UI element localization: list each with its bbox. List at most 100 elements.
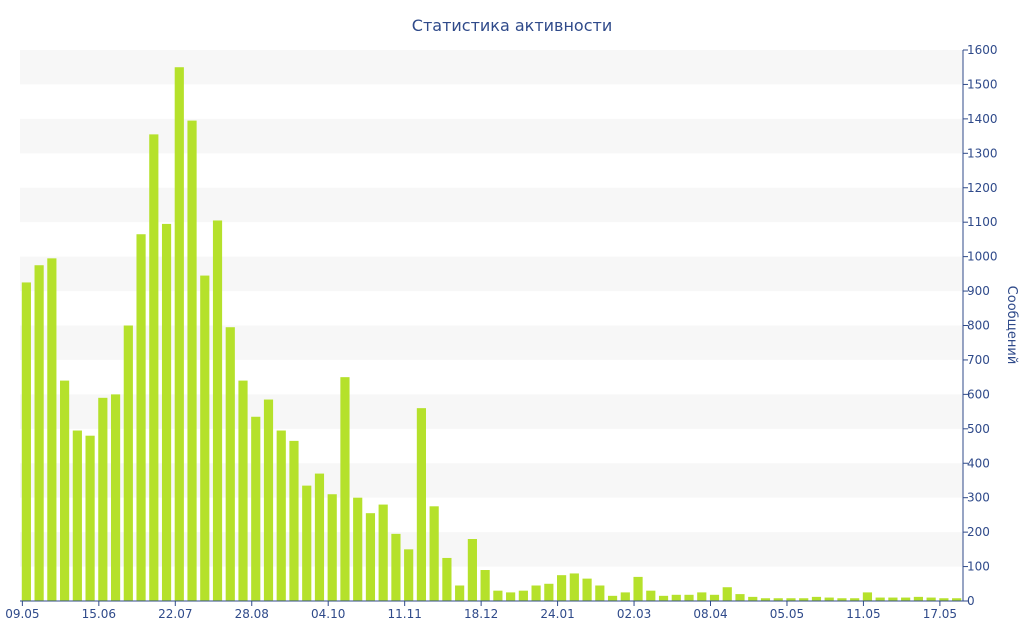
bar[interactable] bbox=[212, 220, 223, 601]
bar[interactable] bbox=[888, 597, 898, 601]
bar[interactable] bbox=[276, 430, 286, 601]
bar[interactable] bbox=[480, 570, 490, 601]
bar[interactable] bbox=[875, 597, 885, 601]
y-ticks-group: 0 100 200 300 400 500 600 700 800 900 1000 1100 1200… bbox=[963, 43, 998, 608]
bar[interactable] bbox=[263, 399, 274, 601]
bar[interactable] bbox=[47, 258, 57, 601]
grid-band bbox=[20, 394, 963, 429]
bar[interactable] bbox=[748, 596, 758, 601]
bar[interactable] bbox=[21, 282, 31, 601]
bar[interactable] bbox=[773, 598, 783, 601]
bar[interactable] bbox=[569, 573, 579, 601]
bar[interactable] bbox=[735, 594, 745, 601]
bar[interactable] bbox=[416, 408, 426, 601]
bar[interactable] bbox=[658, 595, 669, 601]
y-tick-label: 400 bbox=[967, 456, 990, 470]
bar[interactable] bbox=[557, 575, 567, 601]
bar[interactable] bbox=[901, 597, 911, 601]
bar[interactable] bbox=[302, 485, 312, 601]
bar[interactable] bbox=[34, 265, 44, 601]
bar[interactable] bbox=[939, 598, 949, 601]
bar[interactable] bbox=[404, 549, 414, 601]
y-tick-label: 100 bbox=[967, 560, 990, 574]
bar[interactable] bbox=[926, 597, 936, 601]
chart-title: Статистика активности bbox=[412, 16, 612, 35]
bar[interactable] bbox=[353, 497, 363, 601]
bar[interactable] bbox=[684, 594, 694, 601]
bar[interactable] bbox=[289, 440, 299, 601]
x-tick-label: 04.10 bbox=[311, 607, 345, 621]
bar[interactable] bbox=[582, 578, 592, 601]
bar[interactable] bbox=[251, 416, 261, 601]
y-tick-label: 900 bbox=[967, 284, 990, 298]
bar[interactable] bbox=[149, 134, 159, 601]
bar[interactable] bbox=[455, 585, 465, 602]
bar[interactable] bbox=[110, 394, 121, 602]
bar[interactable] bbox=[760, 598, 771, 601]
bar[interactable] bbox=[314, 473, 325, 601]
y-tick-label: 700 bbox=[967, 353, 990, 367]
bar[interactable] bbox=[709, 594, 720, 601]
bar[interactable] bbox=[187, 120, 197, 601]
y-tick-label: 1600 bbox=[967, 43, 998, 57]
bar[interactable] bbox=[544, 583, 554, 601]
bar[interactable] bbox=[786, 598, 796, 601]
bar[interactable] bbox=[837, 598, 847, 601]
bar[interactable] bbox=[620, 592, 630, 601]
bar[interactable] bbox=[378, 504, 388, 601]
bar[interactable] bbox=[391, 533, 401, 601]
bar[interactable] bbox=[365, 513, 376, 601]
bar[interactable] bbox=[518, 590, 528, 601]
bar[interactable] bbox=[98, 397, 108, 601]
bar[interactable] bbox=[913, 596, 923, 601]
y-tick-label: 300 bbox=[967, 491, 990, 505]
bar[interactable] bbox=[327, 494, 337, 601]
y-tick-label: 800 bbox=[967, 319, 990, 333]
bar[interactable] bbox=[824, 597, 834, 601]
grid-band bbox=[20, 325, 963, 360]
bar[interactable] bbox=[123, 325, 133, 602]
bar[interactable] bbox=[595, 585, 605, 602]
grid-band bbox=[20, 256, 963, 292]
bar[interactable] bbox=[722, 587, 732, 601]
grid-band bbox=[20, 463, 963, 498]
y-tick-label: 1200 bbox=[967, 181, 998, 195]
x-tick-label: 08.04 bbox=[693, 607, 727, 621]
bar[interactable] bbox=[429, 506, 439, 601]
grid-band bbox=[20, 187, 963, 223]
y-axis-label: Сообщений bbox=[1004, 286, 1019, 365]
bar[interactable] bbox=[633, 576, 643, 601]
y-tick-label: 1100 bbox=[967, 215, 998, 229]
bar[interactable] bbox=[811, 596, 822, 601]
bar[interactable] bbox=[225, 327, 235, 601]
bar[interactable] bbox=[467, 539, 477, 601]
x-tick-label: 11.05 bbox=[846, 607, 880, 621]
y-tick-label: 0 bbox=[967, 594, 975, 608]
bar[interactable] bbox=[85, 435, 95, 601]
bar[interactable] bbox=[238, 380, 248, 601]
bar[interactable] bbox=[136, 234, 146, 602]
bar[interactable] bbox=[850, 598, 860, 601]
bar[interactable] bbox=[72, 430, 82, 601]
bar[interactable] bbox=[174, 67, 184, 602]
bar[interactable] bbox=[60, 380, 70, 601]
bar[interactable] bbox=[697, 592, 707, 601]
bar[interactable] bbox=[799, 598, 809, 601]
bar[interactable] bbox=[862, 592, 873, 601]
bar[interactable] bbox=[200, 275, 210, 601]
bar[interactable] bbox=[506, 592, 516, 601]
bar[interactable] bbox=[646, 590, 656, 601]
bar[interactable] bbox=[442, 557, 452, 601]
y-tick-label: 1500 bbox=[967, 77, 998, 91]
bar[interactable] bbox=[340, 377, 350, 601]
bar[interactable] bbox=[671, 594, 681, 601]
bar[interactable] bbox=[493, 590, 503, 601]
bar[interactable] bbox=[161, 223, 172, 601]
bar[interactable] bbox=[607, 595, 618, 601]
y-tick-label: 1300 bbox=[967, 146, 998, 160]
bar[interactable] bbox=[952, 598, 962, 601]
x-tick-label: 11.11 bbox=[387, 607, 421, 621]
grid-band bbox=[20, 50, 963, 85]
bar[interactable] bbox=[531, 585, 541, 602]
